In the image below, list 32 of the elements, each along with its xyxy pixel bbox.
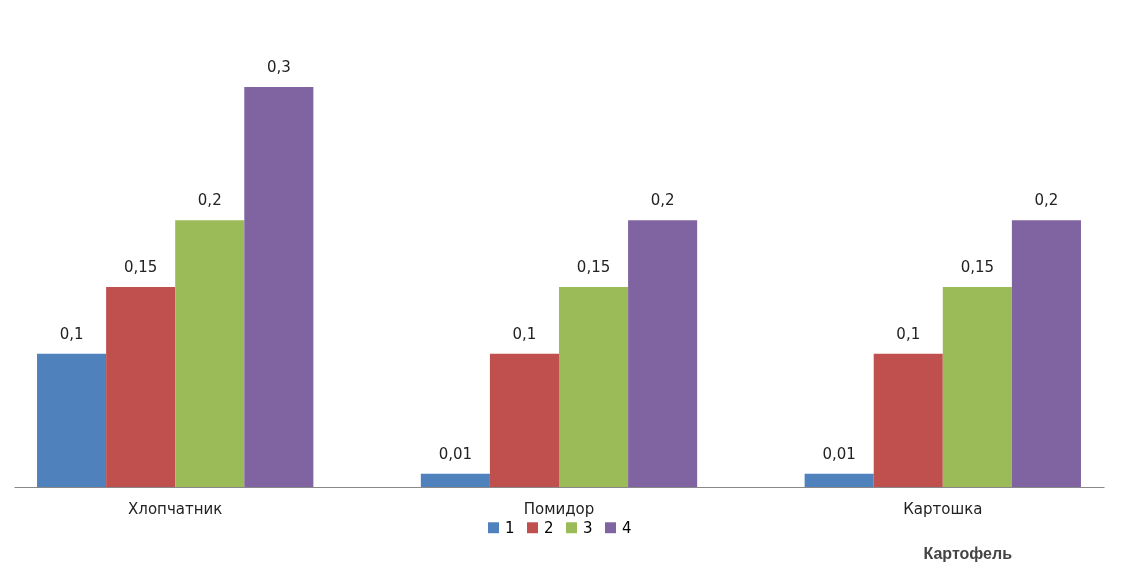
legend-label: 2 (544, 518, 554, 537)
data-label: 0,1 (896, 324, 921, 343)
bar (873, 353, 943, 487)
data-label: 0,1 (512, 324, 537, 343)
bar (628, 220, 698, 487)
bar (489, 353, 559, 487)
text: Картофель (923, 545, 1012, 563)
data-label: 0,01 (438, 444, 473, 463)
bar (244, 87, 314, 487)
bar (420, 473, 490, 487)
bar (175, 220, 245, 487)
bar (106, 287, 176, 487)
data-label: 0,15 (576, 258, 611, 276)
bar (559, 287, 629, 487)
x-tick-label: Картошка (903, 499, 983, 518)
data-label: 0,15 (960, 258, 995, 276)
bar (1011, 220, 1081, 487)
data-label: 0,1 (59, 324, 84, 343)
x-tick-label: Помидор (523, 499, 595, 518)
legend-label: 3 (583, 518, 593, 537)
x-tick-label: Хлопчатник (128, 499, 223, 518)
data-label: 0,01 (822, 444, 856, 463)
legend-label: 1 (505, 518, 515, 537)
bar (804, 473, 874, 487)
data-label: 0,2 (1034, 191, 1059, 210)
bar (37, 353, 107, 487)
data-label: 0,2 (650, 191, 675, 210)
data-label: 0,3 (266, 58, 291, 76)
data-label: 0,2 (197, 191, 222, 210)
bar (942, 287, 1012, 487)
legend-label: 4 (622, 518, 632, 537)
data-label: 0,15 (123, 258, 158, 276)
